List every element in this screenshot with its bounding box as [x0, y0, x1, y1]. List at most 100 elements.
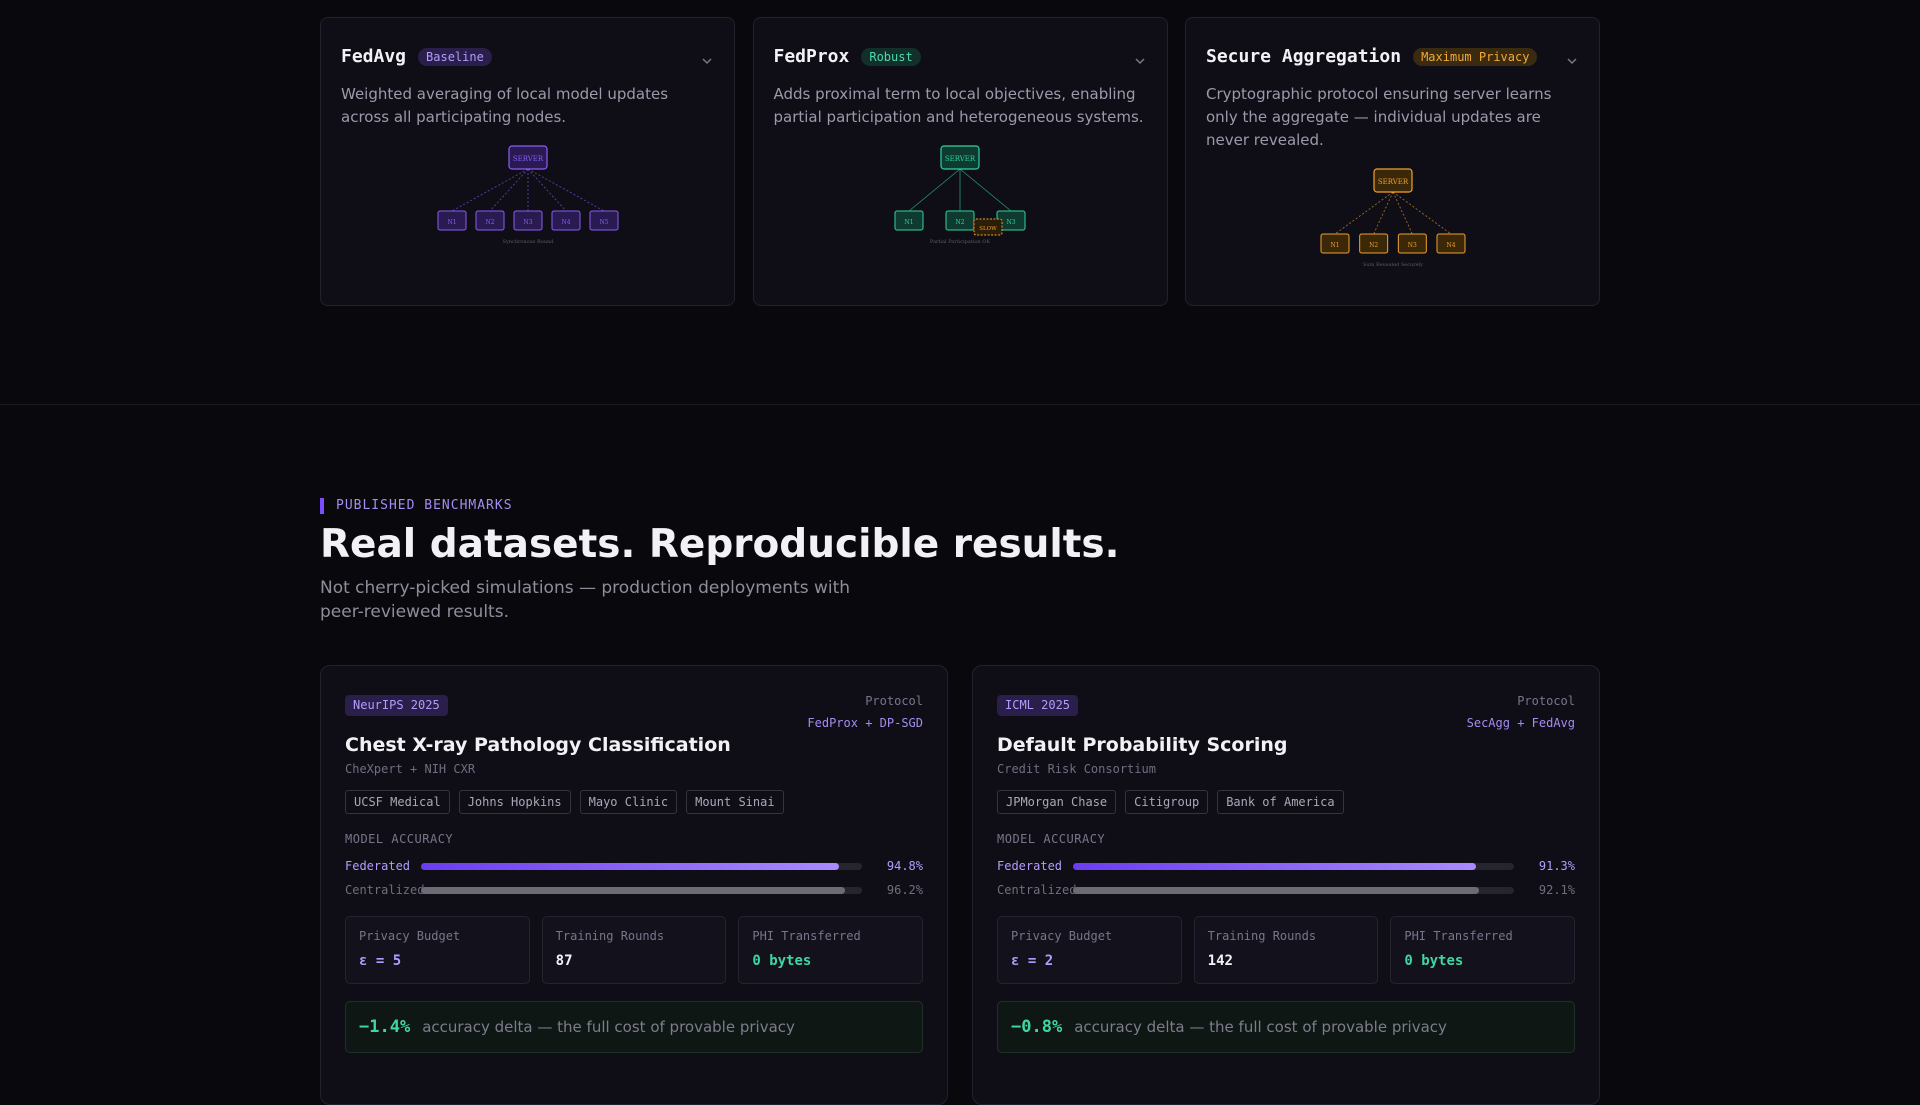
- stat-value: ε = 2: [1011, 953, 1054, 969]
- server-label: SERVER: [1377, 178, 1408, 186]
- client-node: [551, 210, 580, 231]
- server-node: [507, 145, 548, 170]
- accuracy-bar: [421, 886, 846, 894]
- protocol-card: FedAvg Baseline Weighted averaging of loca…: [320, 17, 735, 306]
- institution-tag: JPMorgan Chase: [997, 790, 1117, 814]
- accuracy-label: MODEL ACCURACY: [997, 832, 1106, 846]
- protocol-diagram: SERVER N1 N2 N3 N4 N5 Synchronous Round: [437, 145, 618, 245]
- accuracy-name: Federated: [345, 859, 411, 873]
- protocol-value: FedProx + DP-SGD: [807, 716, 923, 730]
- protocol-badge: Maximum Privacy: [1413, 47, 1538, 66]
- stat-box: Training Rounds 142: [1193, 916, 1379, 984]
- stat-box: PHI Transferred 0 bytes: [1390, 916, 1576, 984]
- protocol-card: FedProx Robust Adds proximal term to local…: [752, 17, 1168, 306]
- stat-value: 0 bytes: [1404, 953, 1464, 969]
- protocol-description: Weighted averaging of local model update…: [341, 85, 669, 126]
- diagram-edge: [527, 168, 604, 212]
- expand-chevron[interactable]: [1133, 54, 1147, 68]
- section-subtitle: Not cherry-picked simulations — producti…: [320, 578, 851, 622]
- slow-label: SLOW: [979, 226, 997, 232]
- client-node: [589, 210, 618, 231]
- server-node: [940, 145, 980, 170]
- accuracy-bar: [1073, 886, 1480, 894]
- benchmark-card: NeurIPS 2025 Protocol FedProx + DP-SGD Ches…: [320, 665, 948, 1105]
- benchmark-title: Chest X-ray Pathology Classification: [345, 734, 731, 756]
- protocol-diagram: SERVER N1 N2 N3 N4 Sum Revealed Securely: [1320, 168, 1465, 268]
- institution-tag: Mount Sinai: [686, 790, 784, 814]
- stat-label: PHI Transferred: [752, 929, 861, 943]
- client-label: N4: [561, 219, 570, 226]
- accuracy-label: MODEL ACCURACY: [345, 832, 454, 846]
- delta-value: −1.4%: [359, 1017, 411, 1037]
- server-node: [1372, 168, 1413, 193]
- accuracy-row: Centralized 96.2%: [345, 878, 923, 902]
- protocol-badge: Robust: [861, 47, 921, 66]
- institution-tags: UCSF Medical Johns Hopkins Mayo Clinic Moun…: [345, 790, 923, 814]
- card-top: NeurIPS 2025 Protocol FedProx + DP-SGD: [345, 690, 923, 734]
- venue-badge: ICML 2025: [997, 695, 1079, 716]
- institution-tag: Johns Hopkins: [458, 790, 571, 814]
- client-label: N1: [1330, 242, 1339, 249]
- protocol-info: Protocol SecAgg + FedAvg: [1467, 690, 1575, 734]
- accuracy-value: 94.8%: [886, 859, 923, 873]
- protocol-name: FedAvg: [341, 46, 407, 67]
- protocol-label: Protocol: [1517, 694, 1575, 708]
- stat-value: 142: [1207, 953, 1233, 969]
- protocol-value: SecAgg + FedAvg: [1466, 716, 1575, 730]
- protocol-header: Secure Aggregation Maximum Privacy: [1206, 46, 1579, 67]
- client-node: [437, 210, 466, 231]
- stat-label: PHI Transferred: [1404, 929, 1513, 943]
- client-node: [1358, 233, 1388, 254]
- diagram-edge: [527, 168, 566, 212]
- client-label: N2: [955, 219, 964, 226]
- chevron-icon: [1134, 58, 1145, 65]
- section-title: Real datasets. Reproducible results.: [320, 522, 1120, 567]
- stat-label: Training Rounds: [1207, 929, 1317, 943]
- stat-box: Training Rounds 87: [541, 916, 727, 984]
- accuracy-row: Centralized 92.1%: [997, 878, 1575, 902]
- delta-text: accuracy delta — the full cost of provab…: [1074, 1018, 1447, 1036]
- protocol-description: Adds proximal term to local objectives, …: [773, 85, 1144, 126]
- protocol-header: FedProx Robust: [774, 46, 1147, 67]
- accuracy-value: 96.2%: [886, 883, 923, 897]
- accuracy-name: Federated: [997, 859, 1063, 873]
- client-node: [894, 210, 924, 231]
- accuracy-track: [421, 862, 862, 870]
- protocol-card: Secure Aggregation Maximum Privacy Cryptog…: [1185, 17, 1600, 306]
- protocol-label: Protocol: [865, 694, 923, 708]
- client-label: N3: [1006, 219, 1015, 226]
- protocol-diagram: SERVER N1 N2 N3 SLOW Partial Participation OK: [894, 145, 1026, 245]
- client-label: N2: [485, 219, 494, 226]
- accuracy-name: Centralized: [997, 883, 1077, 897]
- client-label: N2: [1369, 242, 1378, 249]
- accuracy-bar: [1073, 862, 1476, 870]
- server-label: SERVER: [512, 155, 543, 163]
- diagram-edge: [1334, 191, 1393, 235]
- delta-value: −0.8%: [1011, 1017, 1063, 1037]
- benchmark-title: Default Probability Scoring: [997, 734, 1288, 756]
- slow-node: [973, 218, 1003, 236]
- client-label: N5: [599, 219, 608, 226]
- client-label: N1: [904, 219, 913, 226]
- expand-chevron[interactable]: [1565, 54, 1579, 68]
- institution-tags: JPMorgan Chase Citigroup Bank of America: [997, 790, 1575, 814]
- protocol-badge: Baseline: [418, 47, 492, 66]
- eyebrow: PUBLISHED BENCHMARKS: [320, 498, 513, 514]
- client-label: N4: [1446, 242, 1455, 249]
- delta-text: accuracy delta — the full cost of provab…: [422, 1018, 795, 1036]
- client-node: [1397, 233, 1427, 254]
- institution-tag: UCSF Medical: [345, 790, 450, 814]
- accuracy-name: Centralized: [345, 883, 425, 897]
- stats: Privacy Budget ε = 2 Training Rounds 142 PHI…: [997, 916, 1576, 984]
- expand-chevron[interactable]: [700, 54, 714, 68]
- card-top: ICML 2025 Protocol SecAgg + FedAvg: [997, 690, 1575, 734]
- diagram-caption: Synchronous Round: [502, 239, 554, 245]
- client-node: [1320, 233, 1349, 254]
- accuracy-track: [1073, 862, 1514, 870]
- protocol-name: FedProx: [773, 46, 850, 67]
- accuracy-value: 91.3%: [1538, 859, 1575, 873]
- stats: Privacy Budget ε = 5 Training Rounds 87 PHI …: [345, 916, 924, 984]
- accuracy-value: 92.1%: [1538, 883, 1575, 897]
- diagram-caption: Sum Revealed Securely: [1363, 262, 1423, 268]
- dataset-name: Credit Risk Consortium: [997, 762, 1156, 776]
